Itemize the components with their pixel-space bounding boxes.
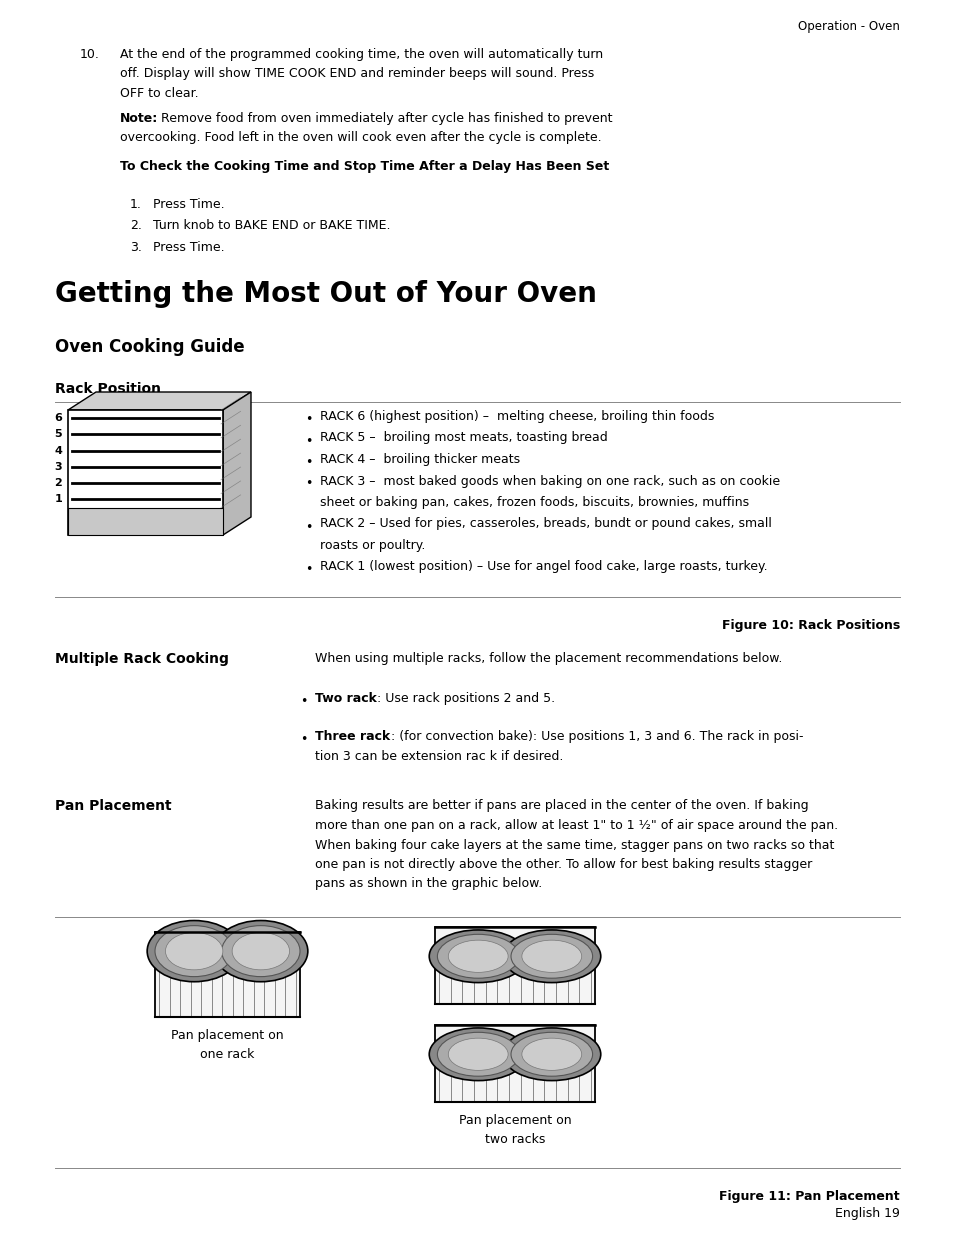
Text: At the end of the programmed cooking time, the oven will automatically turn: At the end of the programmed cooking tim…: [120, 48, 602, 61]
Ellipse shape: [213, 920, 308, 982]
Ellipse shape: [436, 935, 518, 978]
Text: Multiple Rack Cooking: Multiple Rack Cooking: [55, 652, 229, 666]
Text: Operation - Oven: Operation - Oven: [798, 20, 899, 33]
Text: English 19: English 19: [834, 1207, 899, 1220]
Text: sheet or baking pan, cakes, frozen foods, biscuits, brownies, muffins: sheet or baking pan, cakes, frozen foods…: [319, 496, 748, 509]
Text: •: •: [305, 563, 312, 577]
Ellipse shape: [521, 1039, 581, 1071]
Text: 5: 5: [54, 430, 62, 440]
Text: RACK 1 (lowest position) – Use for angel food cake, large roasts, turkey.: RACK 1 (lowest position) – Use for angel…: [319, 561, 767, 573]
Text: Figure 11: Pan Placement: Figure 11: Pan Placement: [719, 1191, 899, 1203]
Text: : Use rack positions 2 and 5.: : Use rack positions 2 and 5.: [376, 692, 555, 705]
Text: RACK 3 –  most baked goods when baking on one rack, such as on cookie: RACK 3 – most baked goods when baking on…: [319, 474, 780, 488]
Ellipse shape: [232, 932, 290, 969]
Ellipse shape: [448, 940, 508, 972]
Text: 4: 4: [54, 446, 62, 456]
Polygon shape: [68, 508, 223, 535]
Text: 3: 3: [54, 462, 62, 472]
Polygon shape: [68, 410, 223, 535]
Text: 2: 2: [54, 478, 62, 488]
Ellipse shape: [502, 1028, 600, 1081]
Text: Oven Cooking Guide: Oven Cooking Guide: [55, 338, 244, 356]
Text: Note:: Note:: [120, 112, 158, 125]
Ellipse shape: [429, 1028, 527, 1081]
Text: Turn knob to BAKE END or BAKE TIME.: Turn knob to BAKE END or BAKE TIME.: [152, 220, 390, 232]
Text: more than one pan on a rack, allow at least 1" to 1 ½" of air space around the p: more than one pan on a rack, allow at le…: [314, 819, 838, 832]
Text: one rack: one rack: [199, 1049, 253, 1062]
Text: off. Display will show TIME COOK END and reminder beeps will sound. Press: off. Display will show TIME COOK END and…: [120, 68, 594, 80]
Text: •: •: [305, 478, 312, 490]
Text: •: •: [305, 435, 312, 447]
Ellipse shape: [436, 1032, 518, 1076]
Text: 2.: 2.: [130, 220, 142, 232]
Ellipse shape: [165, 932, 223, 969]
Polygon shape: [223, 391, 251, 535]
Text: Pan placement on: Pan placement on: [171, 1029, 283, 1042]
Ellipse shape: [511, 1032, 592, 1076]
Text: RACK 5 –  broiling most meats, toasting bread: RACK 5 – broiling most meats, toasting b…: [319, 431, 607, 445]
Ellipse shape: [147, 920, 241, 982]
Ellipse shape: [502, 930, 600, 983]
Text: OFF to clear.: OFF to clear.: [120, 86, 198, 100]
Text: Three rack: Three rack: [314, 730, 390, 743]
Text: RACK 2 – Used for pies, casseroles, breads, bundt or pound cakes, small: RACK 2 – Used for pies, casseroles, brea…: [319, 517, 771, 531]
Text: 1: 1: [54, 494, 62, 504]
Text: •: •: [299, 734, 307, 746]
Text: 3.: 3.: [130, 241, 142, 254]
Text: 1.: 1.: [130, 198, 142, 211]
Ellipse shape: [154, 925, 233, 977]
Text: two racks: two racks: [484, 1134, 544, 1146]
Text: Press Time.: Press Time.: [152, 241, 224, 254]
Text: 10.: 10.: [80, 48, 100, 61]
Text: •: •: [305, 520, 312, 534]
Text: roasts or poultry.: roasts or poultry.: [319, 538, 425, 552]
Text: Remove food from oven immediately after cycle has finished to prevent: Remove food from oven immediately after …: [157, 112, 612, 125]
Text: When baking four cake layers at the same time, stagger pans on two racks so that: When baking four cake layers at the same…: [314, 839, 834, 851]
Ellipse shape: [429, 930, 527, 983]
Ellipse shape: [511, 935, 592, 978]
Text: : (for convection bake): Use positions 1, 3 and 6. The rack in posi-: : (for convection bake): Use positions 1…: [391, 730, 802, 743]
Text: tion 3 can be extension rac k if desired.: tion 3 can be extension rac k if desired…: [314, 750, 563, 762]
Text: •: •: [299, 695, 307, 708]
Ellipse shape: [221, 925, 299, 977]
Text: Figure 10: Rack Positions: Figure 10: Rack Positions: [721, 619, 899, 632]
Text: Pan placement on: Pan placement on: [458, 1114, 571, 1128]
Text: Getting the Most Out of Your Oven: Getting the Most Out of Your Oven: [55, 280, 597, 308]
Text: •: •: [305, 456, 312, 469]
Text: one pan is not directly above the other. To allow for best baking results stagge: one pan is not directly above the other.…: [314, 858, 811, 871]
Ellipse shape: [521, 940, 581, 972]
Text: When using multiple racks, follow the placement recommendations below.: When using multiple racks, follow the pl…: [314, 652, 781, 664]
Text: 6: 6: [54, 414, 62, 424]
Polygon shape: [154, 932, 299, 1016]
Ellipse shape: [448, 1039, 508, 1071]
Text: RACK 4 –  broiling thicker meats: RACK 4 – broiling thicker meats: [319, 453, 519, 466]
Polygon shape: [435, 927, 595, 1004]
Text: overcooking. Food left in the oven will cook even after the cycle is complete.: overcooking. Food left in the oven will …: [120, 131, 601, 144]
Text: To Check the Cooking Time and Stop Time After a Delay Has Been Set: To Check the Cooking Time and Stop Time …: [120, 161, 609, 173]
Text: Pan Placement: Pan Placement: [55, 799, 172, 814]
Text: RACK 6 (highest position) –  melting cheese, broiling thin foods: RACK 6 (highest position) – melting chee…: [319, 410, 714, 424]
Text: pans as shown in the graphic below.: pans as shown in the graphic below.: [314, 878, 541, 890]
Polygon shape: [68, 391, 251, 410]
Text: Rack Position: Rack Position: [55, 382, 161, 396]
Text: Two rack: Two rack: [314, 692, 376, 705]
Text: Baking results are better if pans are placed in the center of the oven. If bakin: Baking results are better if pans are pl…: [314, 799, 808, 813]
Polygon shape: [435, 1025, 595, 1102]
Text: •: •: [305, 412, 312, 426]
Text: Press Time.: Press Time.: [152, 198, 224, 211]
